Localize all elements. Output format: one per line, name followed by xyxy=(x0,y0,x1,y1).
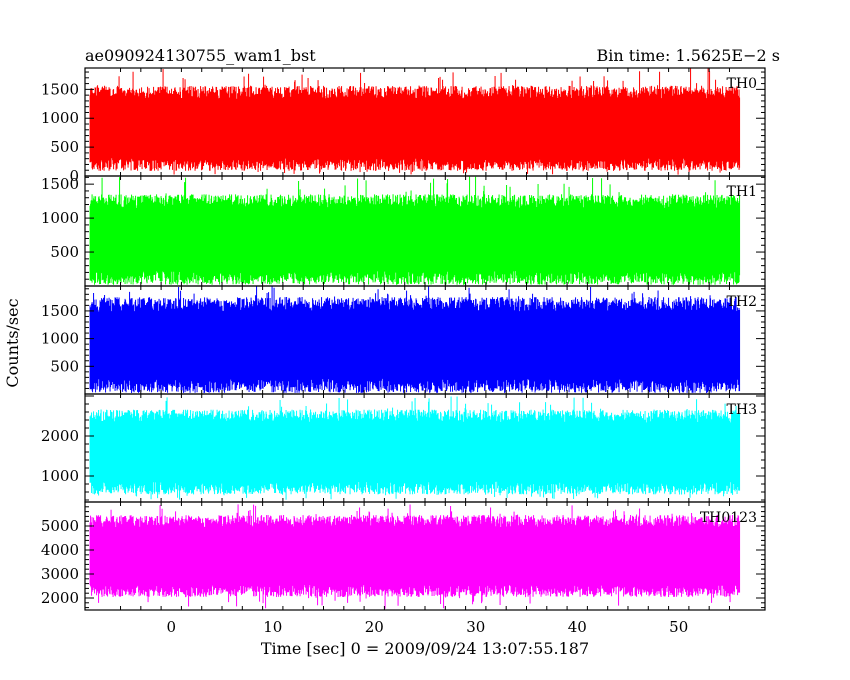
panel-label-th2: TH2 xyxy=(727,294,757,310)
y-tick-label: 500 xyxy=(50,138,79,156)
series-th3 xyxy=(89,396,741,500)
panels: 0 500 1000 1500 TH0 500 1000 1500 TH1 500 1000 1500… xyxy=(41,67,766,611)
panel-label-th0: TH0 xyxy=(727,76,757,92)
bin-time-label: Bin time: 1.5625E−2 s xyxy=(597,46,780,65)
panel-th0: 0 500 1000 1500 TH0 xyxy=(41,67,766,185)
y-tick-label: 1000 xyxy=(41,330,79,348)
y-tick-label: 2000 xyxy=(41,427,79,445)
x-tick-label: 50 xyxy=(669,618,688,636)
series-th1 xyxy=(89,176,741,285)
y-tick-label: 500 xyxy=(50,357,79,375)
y-tick-label: 5000 xyxy=(41,517,79,535)
y-tick-label: 1000 xyxy=(41,109,79,127)
x-tick-label: 30 xyxy=(466,618,485,636)
panel-th1: 500 1000 1500 TH1 xyxy=(41,175,766,287)
panel-th0123: 2000 3000 4000 5000 TH0123 xyxy=(41,501,766,611)
series-th0123 xyxy=(89,504,741,609)
x-axis-label: Time [sec] 0 = 2009/09/24 13:07:55.187 xyxy=(261,639,589,658)
panel-th2: 500 1000 1500 TH2 xyxy=(41,285,766,395)
y-tick-label: 500 xyxy=(50,243,79,261)
x-tick-label: 0 xyxy=(166,618,176,636)
x-tick-label: 20 xyxy=(365,618,384,636)
y-tick-label: 1000 xyxy=(41,209,79,227)
y-tick-label: 2000 xyxy=(41,589,79,607)
y-tick-label: 0 xyxy=(69,167,79,185)
x-axis: 0 10 20 30 40 50 xyxy=(166,618,688,636)
y-tick-label: 4000 xyxy=(41,541,79,559)
y-tick-label: 1500 xyxy=(41,80,79,98)
series-th0 xyxy=(89,68,741,175)
series-th2 xyxy=(89,286,741,393)
x-tick-label: 10 xyxy=(263,618,282,636)
y-tick-label: 1500 xyxy=(41,302,79,320)
panel-th3: 1000 2000 TH3 xyxy=(41,393,766,503)
panel-label-th1: TH1 xyxy=(727,184,757,200)
y-tick-label: 3000 xyxy=(41,565,79,583)
y-tick-label: 1500 xyxy=(41,175,79,193)
y-tick-label: 1000 xyxy=(41,467,79,485)
chart-title: ae090924130755_wam1_bst xyxy=(85,46,316,65)
panel-label-th3: TH3 xyxy=(727,402,757,418)
y-axis-label: Counts/sec xyxy=(3,298,22,387)
panel-label-th0123: TH0123 xyxy=(700,510,757,526)
x-tick-label: 40 xyxy=(568,618,587,636)
